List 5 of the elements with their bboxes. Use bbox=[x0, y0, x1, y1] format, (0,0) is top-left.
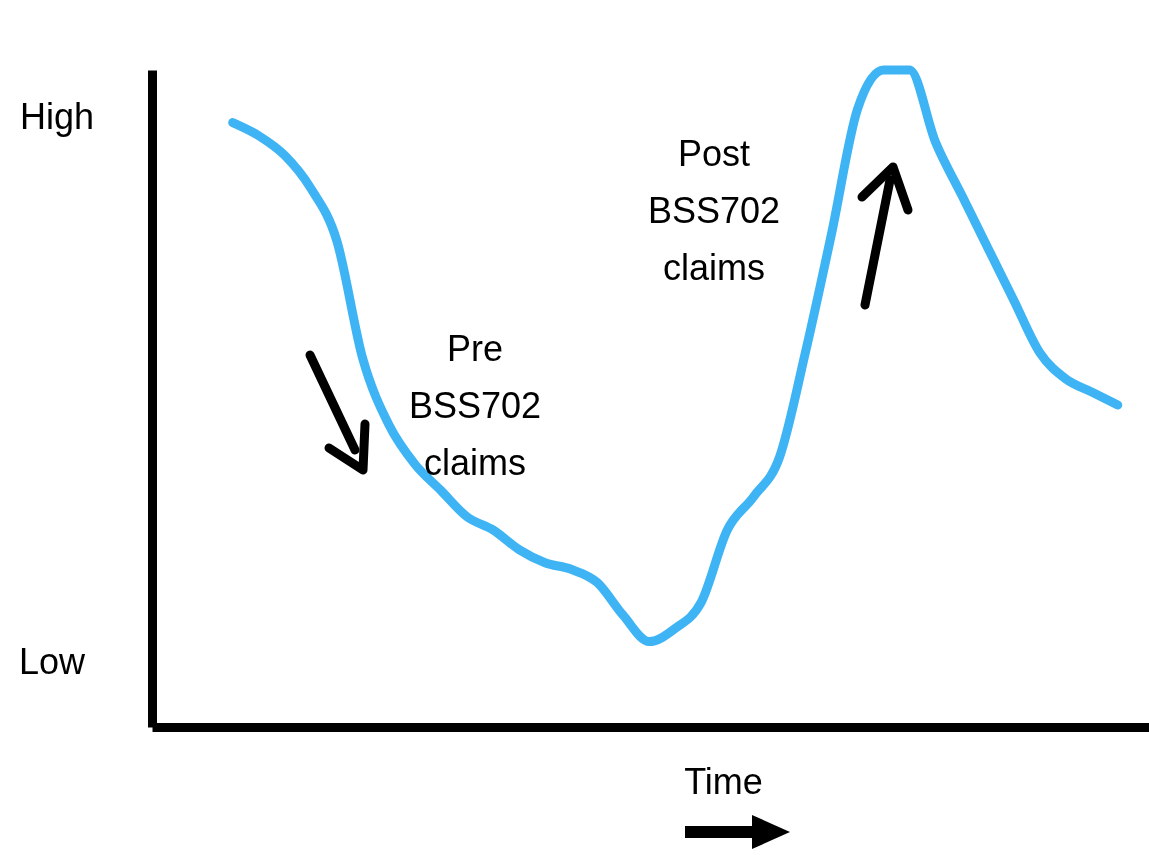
annotation: Post BSS702 claims bbox=[647, 133, 781, 288]
text: Low bbox=[18, 641, 87, 682]
annotation: Pre BSS702 claims bbox=[408, 328, 542, 483]
text: High bbox=[19, 96, 95, 137]
x-axis-title: Time bbox=[684, 760, 763, 802]
